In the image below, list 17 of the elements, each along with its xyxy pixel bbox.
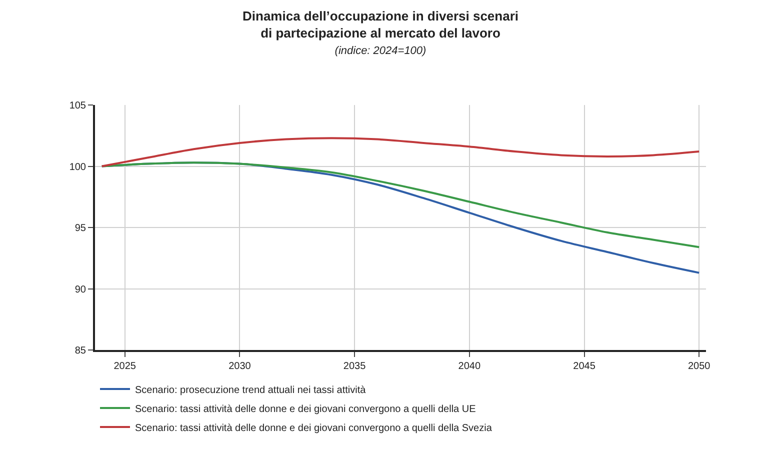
y-tick-label: 95: [74, 223, 86, 234]
x-tick-label: 2040: [458, 361, 481, 372]
x-tick-label: 2050: [688, 361, 711, 372]
chart-title: Dinamica dell’occupazione in diversi scenari di partecipazione al mercato del lavoro: [242, 8, 518, 40]
x-tick-label: 2025: [114, 361, 136, 372]
y-tick-label: 100: [69, 162, 86, 173]
line-series: [100, 137, 700, 168]
legend-label: Scenario: prosecuzione trend attuali nei tassi attività: [135, 384, 366, 396]
x-tick-label: 2030: [228, 361, 252, 372]
legend-label: Scenario: tassi attività delle donne e dei giovani convergono a quelli della UE: [135, 404, 476, 415]
x-tick-label: 2045: [573, 361, 596, 372]
y-tick-label: 85: [74, 346, 86, 356]
y-tick-label: 105: [69, 100, 86, 112]
x-tick-label: 2035: [343, 361, 366, 372]
chart-subtitle: (indice: 2024=100): [334, 45, 427, 58]
y-tick-label: 90: [74, 284, 86, 296]
legend-label: Scenario: tassi attività delle donne e dei giovani convergono a quelli della Svezia: [135, 422, 492, 434]
